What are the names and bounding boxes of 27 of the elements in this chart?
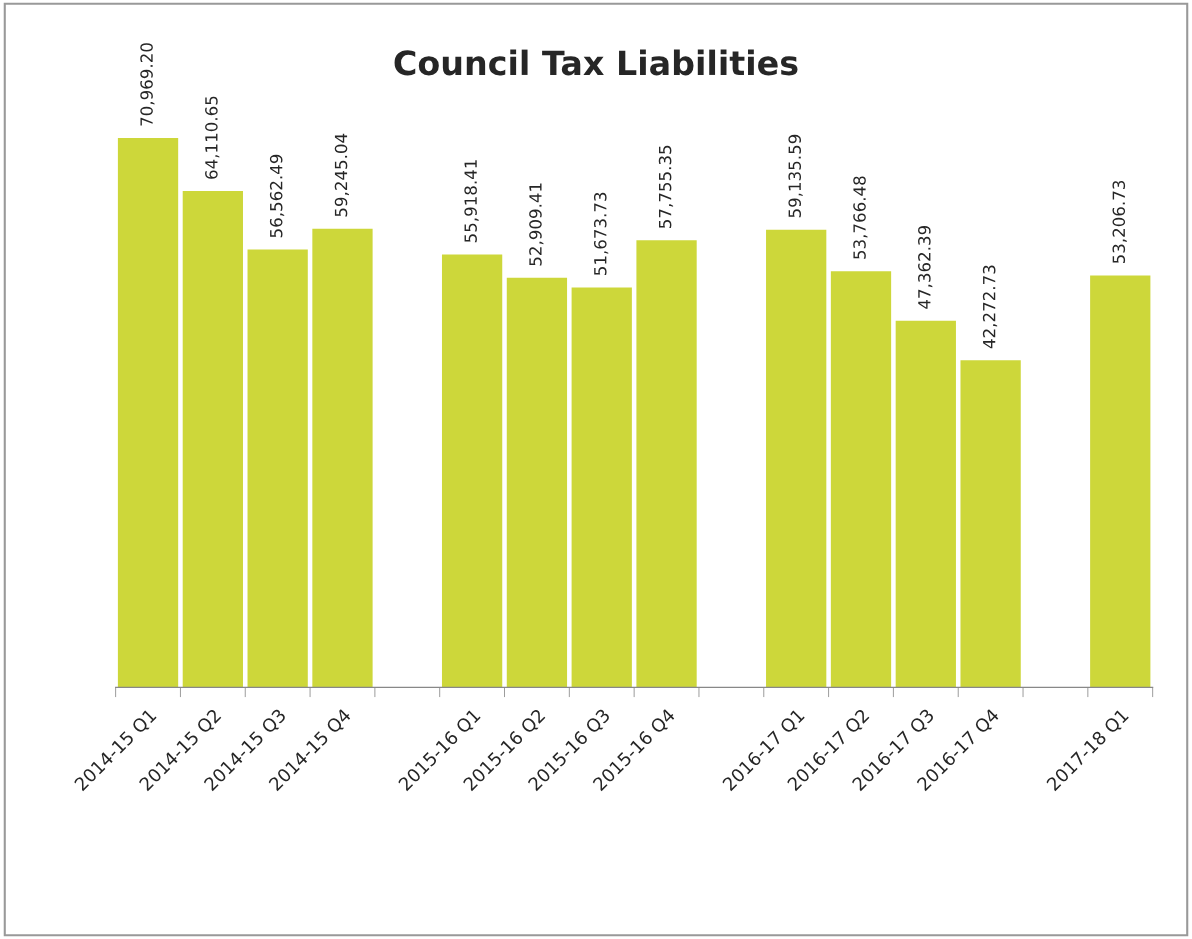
bar	[182, 191, 243, 688]
data-label: 42,272.73	[982, 265, 998, 349]
bar	[117, 138, 179, 688]
data-label: 53,206.73	[1112, 180, 1127, 264]
bar	[895, 320, 956, 688]
bar	[830, 271, 892, 688]
data-label: 51,673.73	[593, 192, 609, 275]
bar	[506, 277, 568, 688]
data-label: 55,918.41	[464, 160, 479, 243]
data-label: 59,245.04	[334, 133, 350, 217]
data-label: 57,755.35	[658, 145, 674, 228]
bar	[441, 254, 503, 688]
data-label: 59,135.59	[788, 134, 803, 218]
data-label: 47,362.39	[918, 225, 933, 309]
bar	[636, 240, 697, 688]
data-label: 56,562.49	[269, 154, 285, 238]
data-label: 64,110.65	[205, 96, 220, 179]
bar	[312, 228, 373, 688]
data-label: 53,766.48	[853, 176, 868, 259]
bar	[571, 287, 632, 688]
bar	[766, 229, 827, 688]
bar	[1090, 275, 1151, 688]
data-label: 70,969.20	[140, 43, 155, 126]
chart-title: Council Tax Liabilities	[394, 49, 798, 76]
data-label: 52,909.41	[529, 183, 544, 266]
bar	[960, 360, 1021, 688]
bar	[247, 249, 308, 688]
